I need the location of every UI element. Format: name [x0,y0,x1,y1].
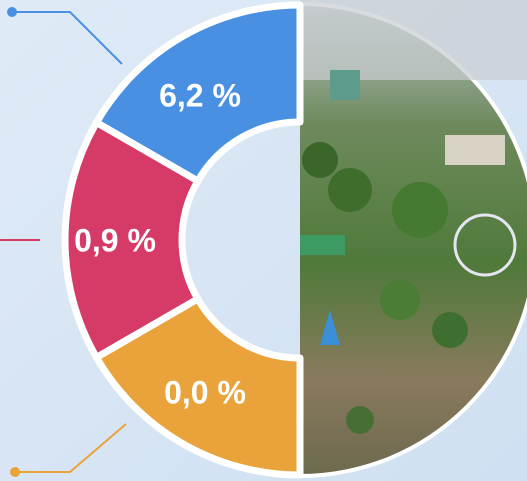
photo [300,0,527,478]
segment-middle [61,119,202,361]
segment-label: 0,0 % [164,374,246,410]
segment-bottom [93,295,304,479]
segment-label: 6,2 % [159,77,241,113]
segment-top [93,1,304,185]
segment-label: 0,9 % [74,222,156,258]
donut [61,1,304,479]
connectors [0,7,127,477]
